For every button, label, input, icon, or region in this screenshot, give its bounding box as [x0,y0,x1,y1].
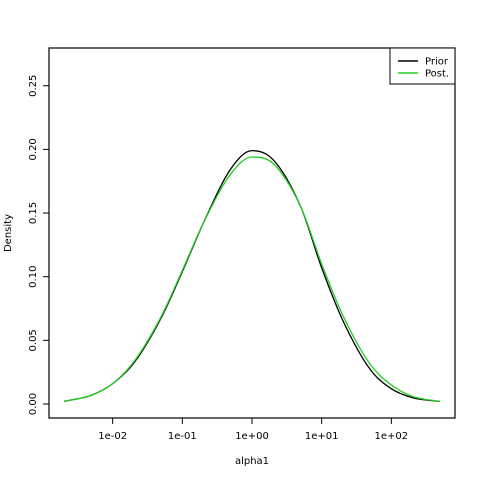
legend-label-post: Post. [425,69,449,80]
y-tick-label: 0.20 [28,138,39,160]
y-tick-label: 0.00 [28,393,39,415]
x-tick-label: 1e+02 [374,431,408,442]
series-line-post [63,156,441,403]
legend: Prior Post. [389,47,456,85]
y-tick-label: 0.25 [28,75,39,97]
legend-label-prior: Prior [425,57,449,68]
y-tick-label: 0.15 [28,202,39,224]
x-tick-label: 1e+00 [235,431,269,442]
y-axis-label: Density [3,214,14,252]
series-layer [63,150,441,403]
x-tick-label: 1e-02 [98,431,127,442]
x-tick-label: 1e-01 [168,431,197,442]
plot-frame [48,47,456,419]
x-tick-label: 1e+01 [305,431,339,442]
series-line-prior [63,150,441,403]
y-tick-label: 0.05 [28,329,39,351]
ticks-layer: 1e-02 1e-01 1e+00 1e+01 1e+02 0.00 0.05 0.10 0.1… [28,75,408,442]
y-tick-label: 0.10 [28,266,39,288]
x-axis-label: alpha1 [235,456,269,467]
legend-box [389,47,456,85]
